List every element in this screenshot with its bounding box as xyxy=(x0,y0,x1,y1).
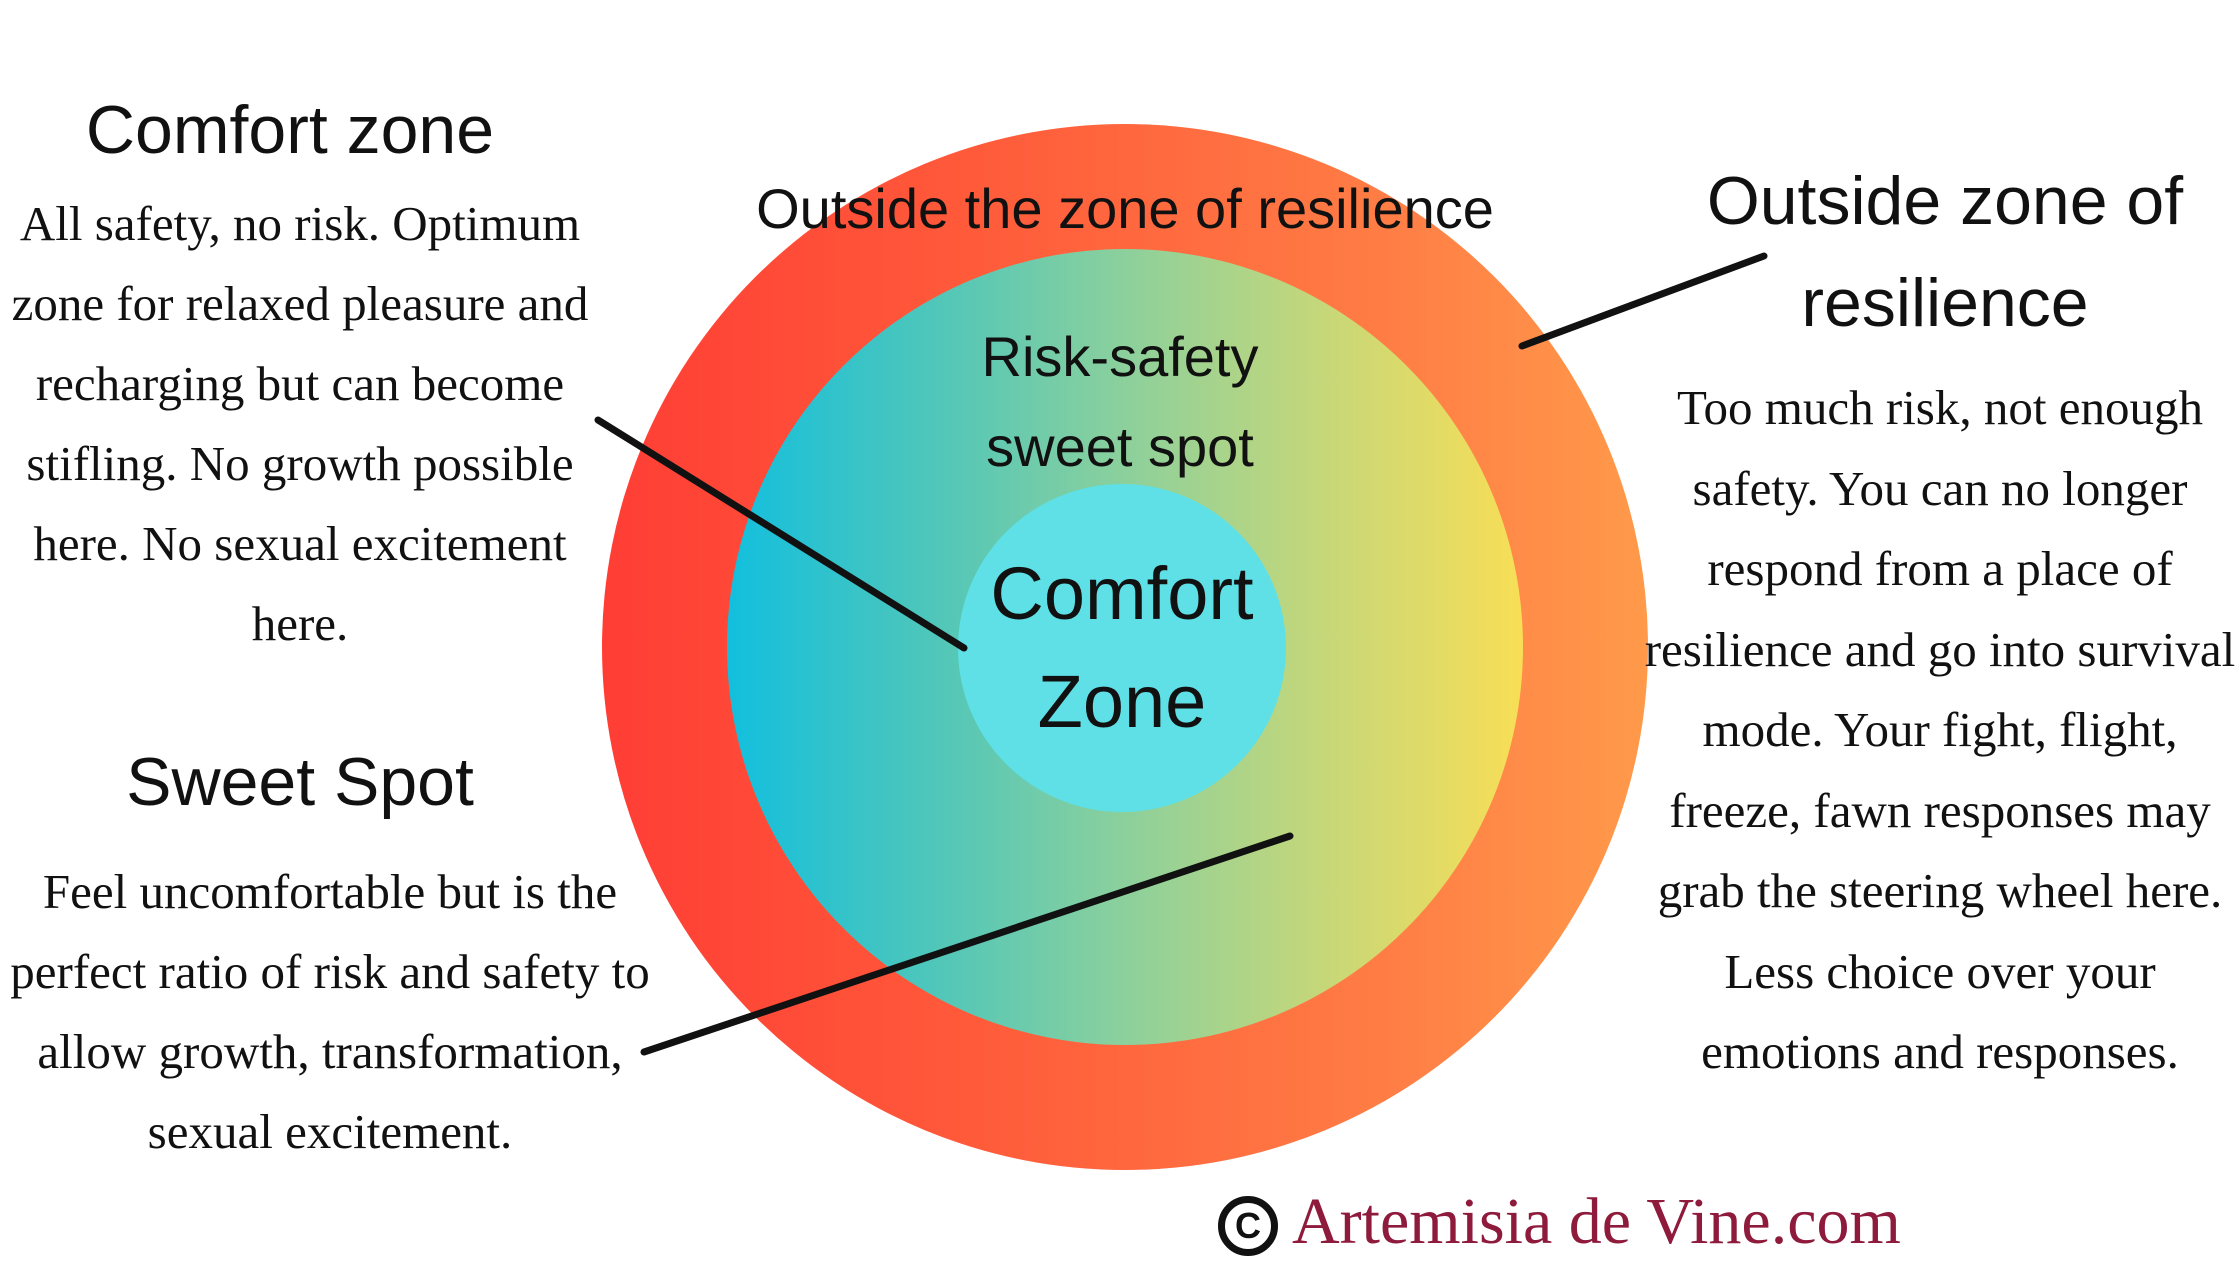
comfort-zone-heading: Comfort zone xyxy=(85,92,495,168)
outside-zone-heading-line1: Outside zone of xyxy=(1706,163,2184,239)
inner-circle-comfort-zone xyxy=(958,484,1286,812)
inner-circle-label: Comfort Zone xyxy=(938,540,1306,756)
sweet-spot-description: Feel uncomfortable but is the perfect ra… xyxy=(10,864,650,1159)
outside-zone-description: Too much risk, not enough safety. You ca… xyxy=(1644,380,2236,1079)
middle-ring-label-line1: Risk-safety xyxy=(981,325,1259,388)
outside-zone-heading-line2: resilience xyxy=(1801,265,2089,341)
middle-ring-label: Risk-safety sweet spot xyxy=(850,312,1390,492)
sweet-spot-heading: Sweet Spot xyxy=(126,744,474,820)
inner-circle-label-line1: Comfort xyxy=(990,552,1254,635)
outer-ring-label: Outside the zone of resilience xyxy=(756,177,1494,240)
outside-zone-heading: Outside zone of resilience xyxy=(1650,150,2240,354)
credit: C Artemisia de Vine.com xyxy=(1218,1182,1901,1262)
copyright-icon: C xyxy=(1218,1196,1278,1256)
comfort-zone-description: All safety, no risk. Optimum zone for re… xyxy=(11,196,589,651)
middle-ring-label-line2: sweet spot xyxy=(986,415,1254,478)
inner-circle-label-line2: Zone xyxy=(1037,660,1207,743)
credit-text: Artemisia de Vine.com xyxy=(1292,1185,1901,1258)
